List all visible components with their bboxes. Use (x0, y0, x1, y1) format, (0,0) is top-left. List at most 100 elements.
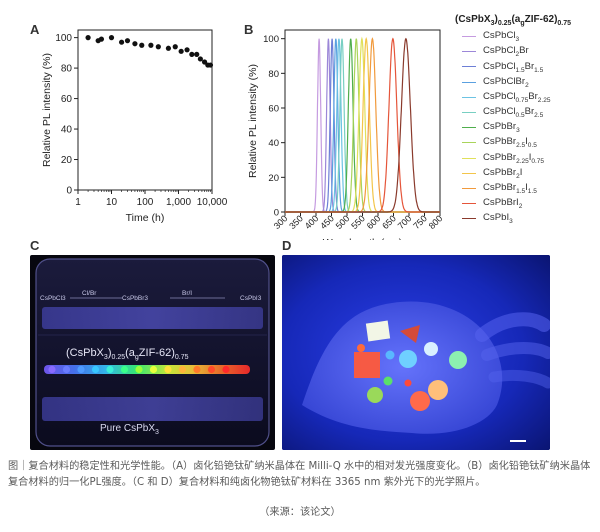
photo-d-scene (282, 255, 550, 450)
chart-b-xtick-label: 650 (380, 213, 398, 231)
label-cl-br: Cl/Br (82, 290, 97, 297)
photo-c-vial-glow (135, 365, 143, 374)
legend-label: CsPbBr3 (483, 121, 520, 135)
legend-item: CsPbI3 (455, 211, 600, 226)
chart-a-point (108, 35, 115, 41)
legend-label: CsPbI3 (483, 212, 513, 226)
figure-source: （来源：该论文） (259, 507, 341, 518)
legend-item: CsPbBrI2 (455, 196, 600, 211)
chart-a-point (124, 38, 131, 44)
photo-c-scene (35, 258, 270, 447)
chart-b-ytick-label: 20 (268, 173, 279, 184)
chart-a-ylabel: Relative PL intensity (%) (41, 53, 53, 167)
chart-b-series-cspbbr2i (285, 36, 440, 213)
chart-a-point (155, 44, 161, 50)
label-cspbbr3: CsPbBr3 (122, 295, 149, 302)
legend-label: CsPbBr2.25I0.75 (483, 151, 545, 165)
legend-label: CsPbBr2I (483, 166, 523, 180)
chart-a-ytick-label: 20 (61, 155, 73, 166)
legend-label: CsPbCl3 (483, 30, 520, 44)
legend-title: (CsPbX3)0.25(agZIF-62)0.75 (455, 14, 572, 27)
legend-swatch (462, 187, 476, 189)
photo-c-vial-glow (149, 365, 158, 374)
chart-b-ytick-label: 40 (268, 138, 279, 149)
legend-item: CsPbBr2I (455, 166, 600, 181)
pure-label: Pure CsPbX3 (100, 423, 159, 436)
chart-b-xtick-label: 800 (427, 213, 445, 231)
chart-b-xtick-label: 400 (303, 213, 321, 231)
figure-caption: 图｜复合材料的稳定性和光学性能。（A）卤化铅铯钛矿纳米晶体在 Milli-Q 水… (8, 461, 591, 488)
chart-a-xlabel: Time (h) (126, 212, 165, 224)
legend-label: CsPbCl0.75Br2.25 (483, 90, 551, 104)
photo-c-vial-glow (178, 365, 187, 374)
chart-a-point (194, 51, 200, 57)
chart-a-xtick-label: 1 (75, 197, 81, 208)
photo-c-vial-glow (164, 365, 172, 374)
chart-a-point (172, 44, 178, 50)
legend-label: CsPbCl2Br (483, 45, 529, 59)
photo-c-vial-glow (207, 365, 216, 374)
legend-item: CsPbCl0.5Br2.5 (455, 105, 600, 120)
photo-c: CsPbCl3 Cl/Br CsPbBr3 Br/I CsPbI3 (CsPbX… (30, 255, 275, 450)
label-cspbcl3: CsPbCl3 (40, 295, 66, 302)
legend-label: CsPbBr2.5I0.5 (483, 136, 537, 150)
chart-b-xtick-label: 500 (334, 213, 352, 231)
chart-b-xtick-label: 350 (287, 213, 305, 231)
legend-swatch (462, 51, 476, 53)
legend-swatch (462, 203, 476, 205)
legend-swatch (462, 157, 476, 159)
chart-a-xtick-label: 10 (106, 197, 118, 208)
chart-b-ytick-label: 60 (268, 104, 279, 115)
legend-item: CsPbCl0.75Br2.25 (455, 90, 600, 105)
panel-b-letter: B (244, 22, 254, 37)
chart-a-xtick-label: 100 (137, 197, 154, 208)
chart-a-ytick-label: 40 (61, 125, 73, 136)
chart-b-xlabel: Wavelength (nm) (323, 237, 403, 240)
chart-a-ytick-label: 100 (55, 33, 72, 44)
chart-b-xtick-label: 600 (365, 213, 383, 231)
legend-label: CsPbBr1.5I1.5 (483, 182, 537, 195)
legend-swatch (462, 96, 476, 98)
chart-a: 0 20 40 60 80 100 1 10 100 1,000 10,000 Time (h) Rel… (41, 29, 228, 224)
chart-a-point (148, 42, 154, 48)
legend-label: CsPbCl1.5Br1.5 (483, 60, 544, 74)
legend-item: CsPbCl2Br (455, 44, 600, 59)
legend-label: CsPbCl0.5Br2.5 (483, 106, 544, 119)
legend-item: CsPbBr2.5I0.5 (455, 135, 600, 150)
chart-a-point (189, 51, 195, 57)
chart-b-ytick-label: 80 (268, 69, 279, 80)
chart-a-point (132, 41, 138, 47)
panel-d-letter: D (282, 238, 292, 253)
legend-item: CsPbCl3 (455, 29, 600, 44)
legend-swatch (462, 66, 476, 68)
photo-c-vial-glow (62, 365, 71, 374)
panel-a-letter: A (30, 22, 40, 37)
chart-a-point (178, 48, 184, 54)
chart-a-point (165, 45, 172, 51)
chart-a-point (207, 62, 214, 68)
chart-a-ytick-label: 80 (61, 64, 73, 75)
photo-c-vial-glow (120, 365, 129, 374)
composite-label: (CsPbX3)0.25(agZIF-62)0.75 (66, 347, 189, 362)
chart-a-point (98, 36, 105, 42)
photo-c-vial-glow (222, 365, 230, 374)
legend-swatch (462, 172, 476, 174)
photo-d (282, 255, 550, 450)
chart-a-point (201, 59, 208, 65)
photo-c-vial-glow (77, 365, 85, 374)
chart-b-xtick-label: 550 (349, 213, 367, 231)
legend-item: CsPbBr2.25I0.75 (455, 151, 600, 166)
photo-c-vial-glow (193, 365, 201, 374)
chart-a-ytick-label: 0 (66, 186, 72, 197)
chart-a-point (85, 35, 91, 41)
chart-a-point (118, 39, 125, 45)
legend-item: CsPbCl1.5Br1.5 (455, 59, 600, 74)
legend-swatch (462, 81, 476, 83)
photo-c-vial-glow (91, 365, 100, 374)
chart-a-point (197, 56, 203, 62)
chart-a-xtick-label: 10,000 (197, 197, 228, 208)
chart-b-xtick-label: 450 (318, 213, 336, 231)
legend-item: CsPbBr1.5I1.5 (455, 181, 600, 196)
chart-b-ytick-label: 100 (263, 34, 279, 45)
chart-a-xtick-label: 1,000 (166, 197, 191, 208)
